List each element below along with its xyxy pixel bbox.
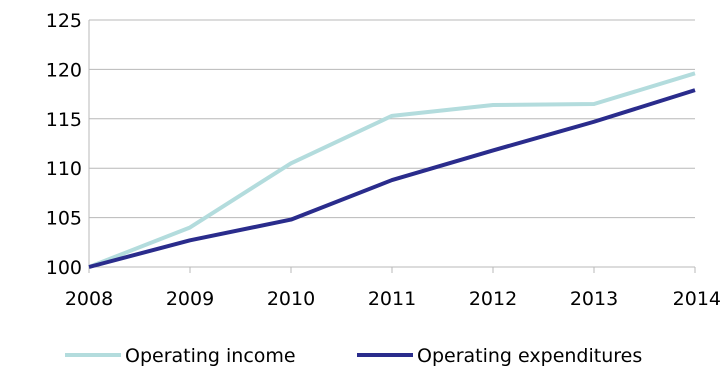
label-layer: 100 105 110 115 120 125 2008 2009 2010 2011 2012 20… <box>46 10 721 310</box>
x-tick-label-2014: 2014 <box>673 288 721 310</box>
data-point-expenditures-2008 <box>87 265 91 269</box>
x-tick-label-2009: 2009 <box>166 288 214 310</box>
data-point-expenditures-2013 <box>592 120 596 124</box>
data-point-expenditures-2014 <box>693 88 697 92</box>
y-tick-label-120: 120 <box>46 59 82 81</box>
legend: Operating income Operating expenditures <box>65 345 642 367</box>
data-point-income-2013 <box>592 102 596 106</box>
y-tick-label-105: 105 <box>46 208 82 230</box>
data-point-expenditures-2012 <box>491 148 495 152</box>
x-tick-label-2012: 2012 <box>469 288 517 310</box>
data-point-expenditures-2010 <box>289 218 293 222</box>
series-line-operating-income <box>88 71 696 269</box>
series-line-operating-expenditures <box>88 88 696 269</box>
axis-layer <box>88 20 696 273</box>
data-point-expenditures-2009 <box>188 238 192 242</box>
data-point-income-2010 <box>289 161 293 165</box>
data-point-income-2009 <box>188 225 192 229</box>
x-tick-label-2011: 2011 <box>368 288 416 310</box>
y-tick-label-115: 115 <box>46 109 82 131</box>
data-point-income-2011 <box>390 114 394 118</box>
data-point-income-2012 <box>491 103 495 107</box>
y-tick-label-125: 125 <box>46 10 82 32</box>
x-tick-label-2013: 2013 <box>570 288 618 310</box>
x-tick-label-2008: 2008 <box>65 288 113 310</box>
legend-label-operating-income: Operating income <box>125 345 296 367</box>
data-point-expenditures-2011 <box>390 178 394 182</box>
data-point-income-2014 <box>693 71 697 75</box>
y-tick-label-100: 100 <box>46 257 82 279</box>
y-tick-label-110: 110 <box>46 158 82 180</box>
legend-label-operating-expenditures: Operating expenditures <box>417 345 642 367</box>
x-tick-label-2010: 2010 <box>267 288 315 310</box>
series-layer <box>87 71 697 269</box>
